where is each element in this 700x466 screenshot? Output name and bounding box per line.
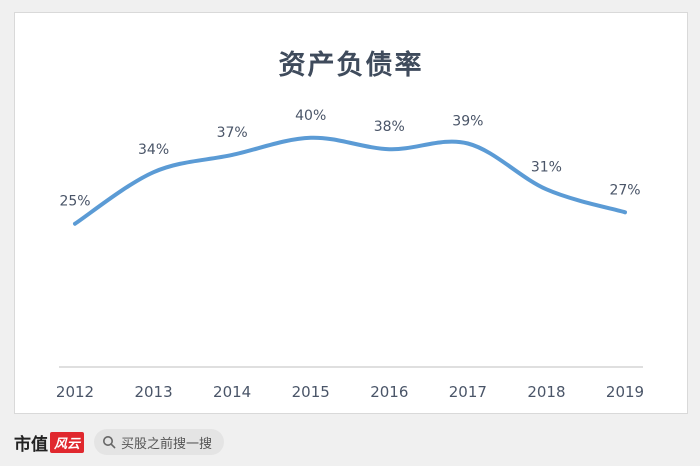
data-label: 25% xyxy=(59,194,90,210)
brand-logo-mark: 风云 xyxy=(50,431,85,453)
series-line xyxy=(73,135,627,226)
data-label: 40% xyxy=(295,108,326,124)
data-label: 34% xyxy=(138,142,169,158)
x-tick-label: 2017 xyxy=(449,383,487,401)
search-icon xyxy=(103,436,116,449)
search-pill[interactable]: 买股之前搜一搜 xyxy=(94,429,225,455)
x-tick-label: 2012 xyxy=(56,383,94,401)
line-chart: 2012 2013 2014 2015 2016 2017 2018 2019 25% 34% 37… xyxy=(56,108,644,401)
data-label: 27% xyxy=(609,182,640,198)
brand-logo-text: 市值 xyxy=(14,434,48,455)
data-label: 31% xyxy=(531,159,562,175)
brand-logo: 市值 风云 xyxy=(14,430,85,455)
chart-card: 资产负债率 2012 2013 2014 2015 2016 2017 2018 2019 25… xyxy=(14,12,688,414)
x-tick-label: 2013 xyxy=(134,383,172,401)
chart-title: 资产负债率 xyxy=(278,50,424,81)
x-tick-label: 2016 xyxy=(370,383,408,401)
search-text: 买股之前搜一搜 xyxy=(121,436,213,452)
x-tick-label: 2019 xyxy=(606,383,644,401)
data-label: 38% xyxy=(374,119,405,135)
x-tick-label: 2014 xyxy=(213,383,251,401)
x-tick-label: 2018 xyxy=(527,383,565,401)
data-label: 37% xyxy=(217,125,248,141)
data-label: 39% xyxy=(452,114,483,130)
x-tick-label: 2015 xyxy=(292,383,330,401)
footer-bar: 市值 风云 买股之前搜一搜 xyxy=(14,425,225,459)
